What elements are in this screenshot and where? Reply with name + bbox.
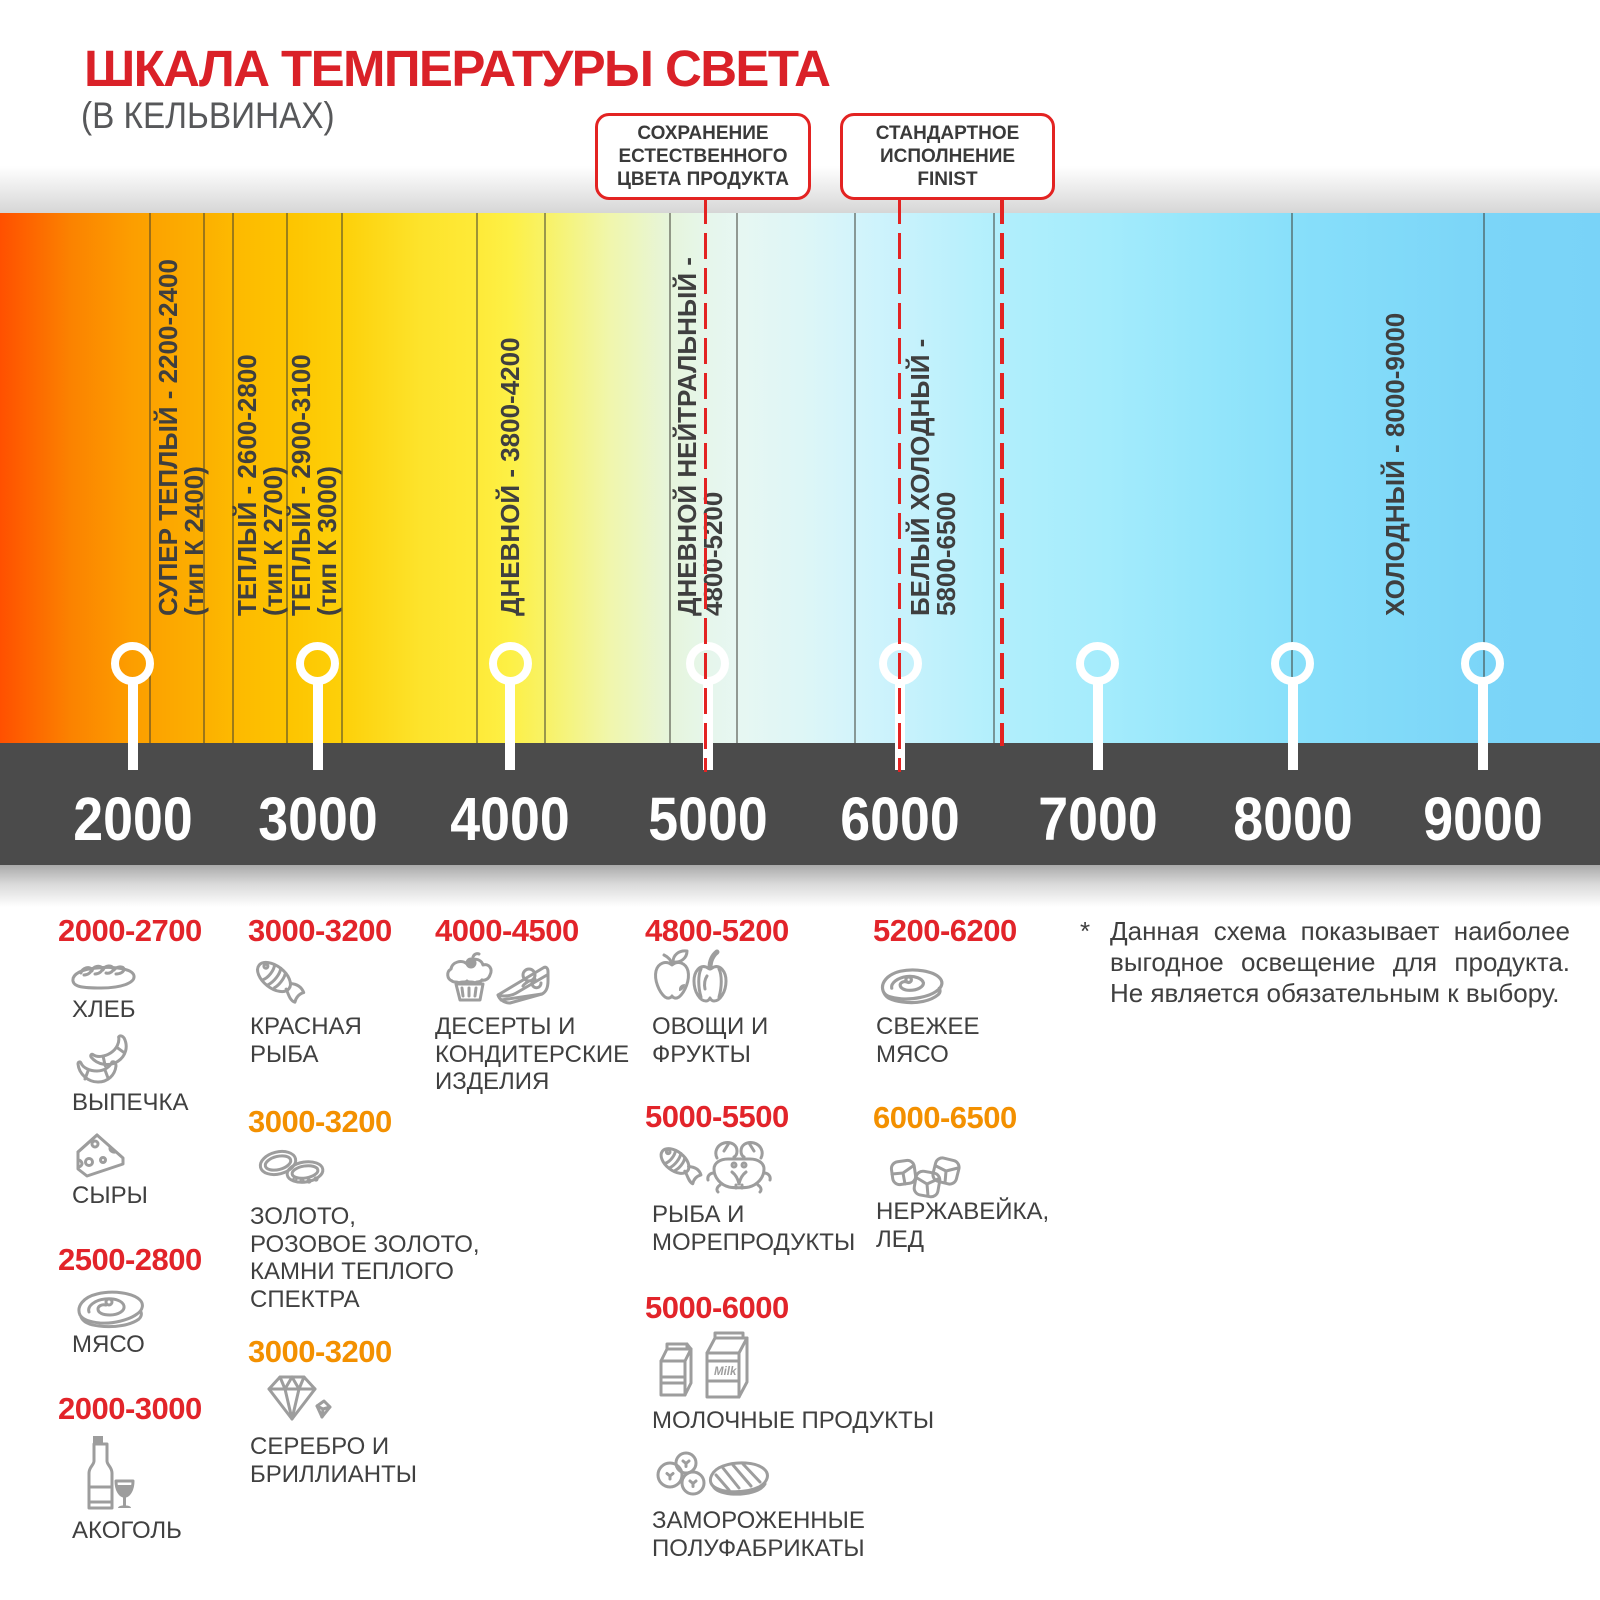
svg-text:Milk: Milk — [714, 1366, 737, 1378]
